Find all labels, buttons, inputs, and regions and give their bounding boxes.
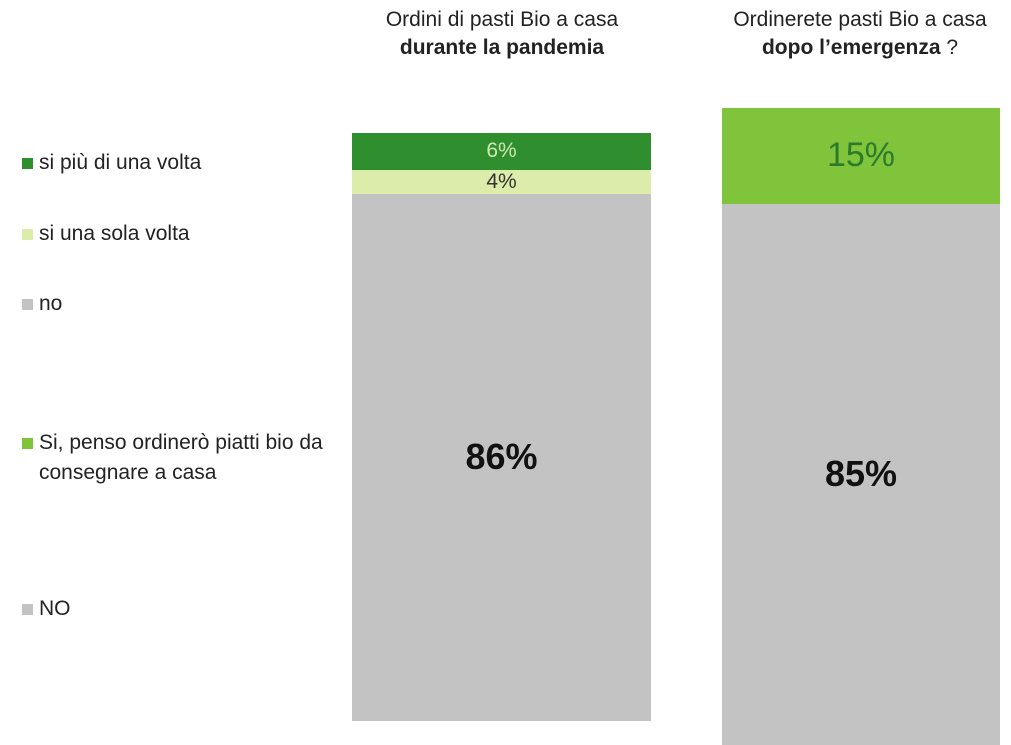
legend-label: NO [39,597,71,620]
bar-segment: 86% [352,194,651,721]
data-label: 85% [824,453,898,495]
title-line: Ordini di pasti Bio a casa [352,6,652,34]
legend-label: Si, penso ordinerò piatti bio da consegn… [39,431,323,484]
bar-segment: 4% [352,169,651,195]
data-label: 6% [486,139,517,163]
title-text: Ordinerete pasti Bio a casa [733,8,987,31]
title-line: dopo l’emergenza ? [700,34,1011,62]
bar: 15% 85% [722,108,1000,745]
legend-label: si più di una volta [39,151,202,174]
bar-segment: 85% [722,203,1000,745]
legend-item: Si, penso ordinerò piatti bio da consegn… [22,428,352,488]
title-text: durante la pandemia [399,36,605,59]
bar: 6% 4% 86% [352,133,651,745]
legend-swatch [22,229,33,240]
legend-item: si più di una volta [22,148,352,178]
title-text: dopo l’emergenza [761,36,941,59]
title-line: durante la pandemia [352,34,652,62]
legend-item: no [22,289,352,319]
legend-item: si una sola volta [22,219,352,249]
legend-label: no [39,292,63,315]
title-text: Ordini di pasti Bio a casa [385,8,619,31]
title-text: ? [946,36,959,59]
legend-swatch [22,299,33,310]
bar-segment: 15% [722,108,1000,204]
bar-segment: 6% [352,133,651,170]
legend-label: si una sola volta [39,222,190,245]
legend-swatch [22,438,33,449]
chart-title: Ordini di pasti Bio a casa durante la pa… [352,6,652,62]
data-label: 4% [486,169,517,193]
data-label: 86% [465,436,538,478]
legend-swatch [22,604,33,615]
data-label: 15% [826,136,896,175]
title-line: Ordinerete pasti Bio a casa [700,6,1011,34]
legend-swatch [22,158,33,169]
legend-item: NO [22,594,352,624]
chart-title: Ordinerete pasti Bio a casa dopo l’emerg… [700,6,1011,62]
